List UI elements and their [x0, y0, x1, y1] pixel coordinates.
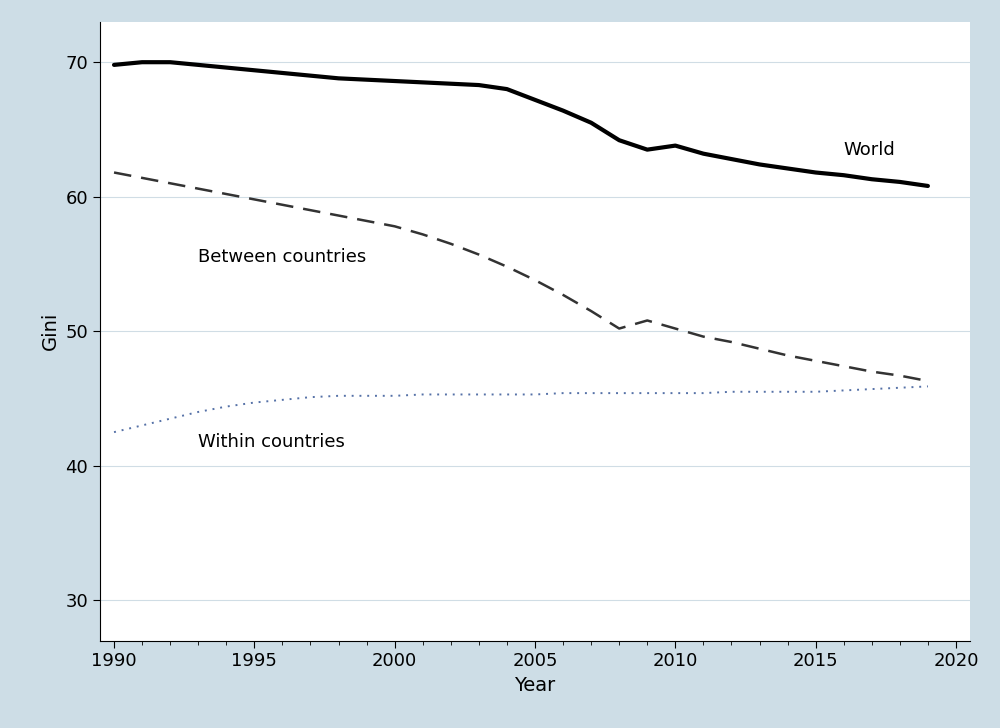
Text: Between countries: Between countries — [198, 248, 366, 266]
Text: Within countries: Within countries — [198, 432, 345, 451]
Text: World: World — [844, 141, 895, 159]
X-axis label: Year: Year — [514, 676, 556, 695]
Y-axis label: Gini: Gini — [41, 312, 60, 350]
